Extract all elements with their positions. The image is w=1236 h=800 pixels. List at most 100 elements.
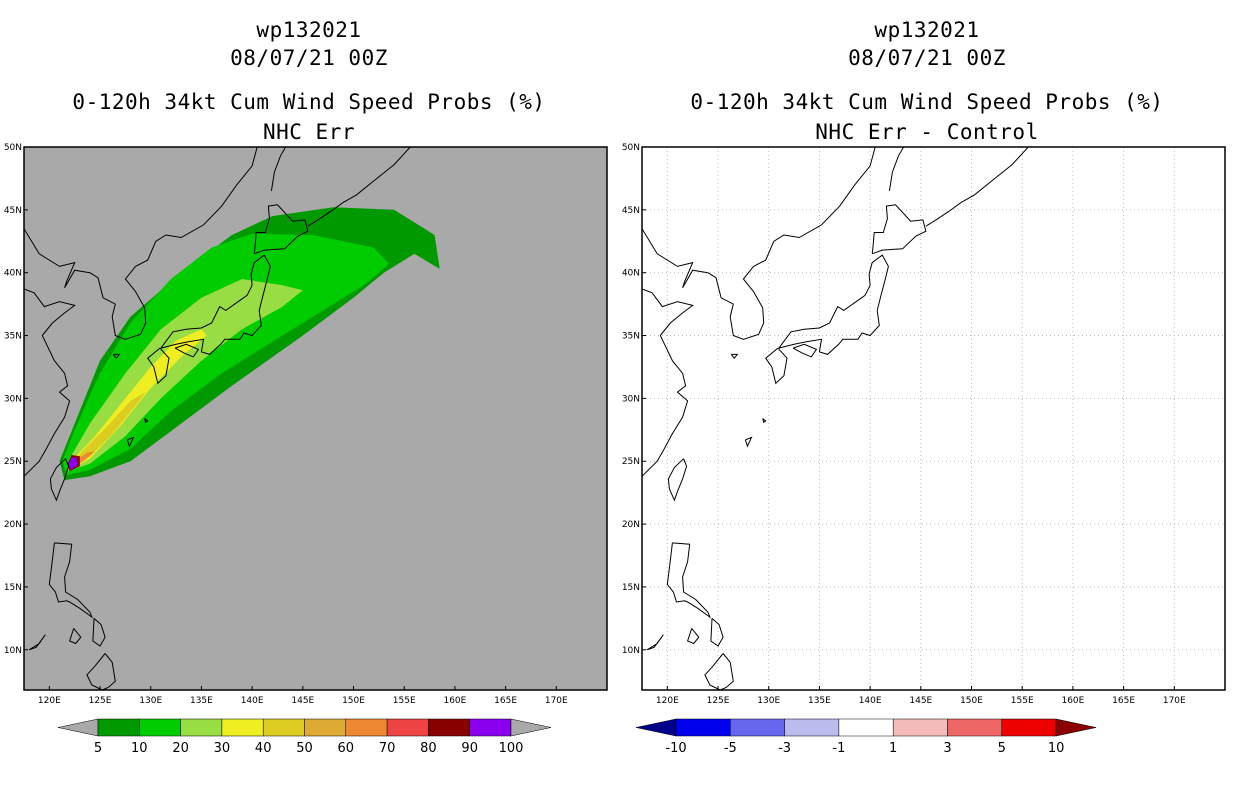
colorbar-difference-label: 3 [943, 741, 951, 756]
coastline [730, 353, 739, 359]
coastline [28, 634, 46, 651]
map-background [642, 147, 1225, 690]
colorbar-probability-label: 80 [420, 741, 437, 756]
coastline [24, 228, 90, 289]
lon-tick-label: 120E [656, 696, 679, 706]
colorbar-probability-swatch [304, 718, 347, 737]
probability-contour-40 [72, 392, 146, 469]
colorbar-difference-label: 10 [1048, 741, 1065, 756]
title-storm-id: wp132021 [874, 18, 980, 42]
left-panel: wp132021 08/07/21 00Z 0-120h 34kt Cum Wi… [4, 18, 608, 756]
colorbar-difference-swatch [730, 718, 785, 737]
lon-tick-label: 160E [1061, 696, 1084, 706]
colorbar-difference-swatch [947, 718, 1003, 737]
colorbar-probability-swatch [262, 718, 305, 737]
coastline [89, 147, 258, 340]
coastline [174, 343, 200, 358]
title-storm-id: wp132021 [256, 18, 362, 42]
lat-tick-label: 20N [622, 520, 640, 530]
map-frame [23, 146, 608, 691]
right-panel: wp132021 08/07/21 00Z 0-120h 34kt Cum Wi… [618, 0, 1236, 800]
difference-map: 120E 125E 130E 135E 140E 145E 150E 155E 160E 165E… [622, 143, 1226, 756]
coastline [270, 147, 287, 192]
colorbar-difference-label: -10 [665, 741, 686, 756]
colorbar-difference-high-extension [1055, 718, 1097, 737]
coastline [686, 628, 700, 645]
colorbar-probability-swatch [469, 718, 512, 737]
coastline [253, 204, 309, 255]
colorbar-probability-label: 10 [131, 741, 148, 756]
lat-tick-label: 40N [4, 269, 22, 279]
colorbar-difference-swatch [838, 718, 894, 737]
lon-tick-label: 140E [241, 696, 264, 706]
colorbar-difference-low-extension [635, 718, 677, 737]
coastline [707, 147, 876, 340]
colorbar-probability-label: 90 [461, 741, 478, 756]
probability-contour-100 [68, 457, 78, 470]
coastline [704, 653, 734, 690]
coastline [792, 343, 818, 358]
colorbar-probability-low-extension [57, 718, 99, 737]
lat-tick-label: 15N [4, 583, 22, 593]
lon-tick-label: 140E [859, 696, 882, 706]
lat-tick-label: 50N [4, 143, 22, 153]
coastline [24, 288, 76, 477]
lat-tick-label: 40N [622, 269, 640, 279]
coastline [666, 542, 712, 619]
coastline [92, 618, 106, 647]
lon-tick-label: 130E [757, 696, 780, 706]
colorbar-probability-swatch [386, 718, 429, 737]
lon-tick-label: 135E [808, 696, 831, 706]
colorbar-difference-label: -1 [832, 741, 845, 756]
lon-tick-label: 165E [494, 696, 517, 706]
probability-contour-20 [67, 279, 303, 472]
lon-tick-label: 170E [545, 696, 568, 706]
lat-tick-label: 35N [622, 332, 640, 342]
colorbar-probability-label: 40 [255, 741, 272, 756]
title-product: 0-120h 34kt Cum Wind Speed Probs (%) [72, 90, 546, 114]
colorbar-probability-swatch [180, 718, 223, 737]
lon-tick-label: 130E [139, 696, 162, 706]
lon-tick-label: 155E [393, 696, 416, 706]
coastline [307, 147, 411, 227]
coastline [762, 418, 767, 424]
lat-tick-label: 10N [4, 646, 22, 656]
colorbar-difference-swatch [1001, 718, 1057, 737]
lon-tick-label: 150E [960, 696, 983, 706]
title-datetime: 08/07/21 00Z [848, 46, 1006, 70]
coastline [160, 254, 271, 355]
lon-tick-label: 135E [190, 696, 213, 706]
lon-tick-label: 150E [342, 696, 365, 706]
colorbar-probability-label: 20 [172, 741, 189, 756]
map-layers [642, 147, 1225, 690]
coastline [144, 418, 149, 424]
coastline [871, 204, 927, 255]
map-layers [24, 147, 440, 690]
lat-tick-label: 30N [4, 394, 22, 404]
lat-tick-label: 15N [622, 583, 640, 593]
title-datetime: 08/07/21 00Z [230, 46, 388, 70]
coastline [667, 458, 688, 502]
colorbar-probability-swatch [221, 718, 264, 737]
lat-tick-label: 45N [4, 206, 22, 216]
coastline [765, 347, 788, 385]
coastline [646, 634, 664, 651]
title-product: 0-120h 34kt Cum Wind Speed Probs (%) [690, 90, 1164, 114]
coastline [925, 147, 1029, 227]
coastline [642, 228, 708, 289]
colorbar-probability-swatch [97, 718, 140, 737]
coastline [68, 628, 82, 645]
lon-tick-label: 125E [707, 696, 730, 706]
lon-tick-label: 120E [38, 696, 61, 706]
colorbar-probability-swatch [428, 718, 470, 737]
coastline [744, 436, 753, 448]
colorbar-difference-swatch [784, 718, 840, 737]
lon-tick-label: 170E [1163, 696, 1186, 706]
colorbar-difference-label: -5 [724, 741, 737, 756]
colorbar-probability-label: 30 [214, 741, 231, 756]
title-subtitle: NHC Err [262, 120, 355, 144]
colorbar-probability-label: 60 [338, 741, 355, 756]
lon-tick-label: 165E [1112, 696, 1135, 706]
colorbar-probability-swatch [345, 718, 388, 737]
coastline [888, 147, 905, 192]
